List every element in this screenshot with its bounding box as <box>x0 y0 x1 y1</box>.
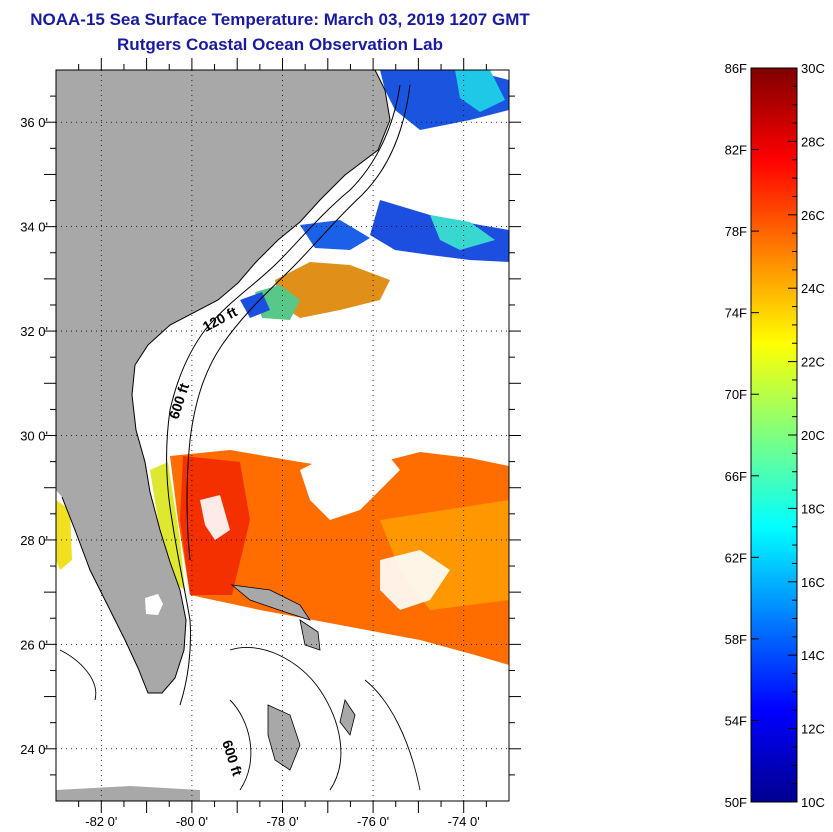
colorbar-label-fahrenheit: 50F <box>725 795 747 810</box>
lat-label: 24 0' <box>20 742 48 757</box>
land-bahamas-eleuthera <box>339 699 356 736</box>
colorbar-ticks <box>751 67 797 803</box>
colorbar-label-celsius: 14C <box>801 648 825 663</box>
sst-swath-south <box>170 450 509 665</box>
colorbar-label-celsius: 18C <box>801 501 825 516</box>
land-bahamas-andros <box>267 704 301 771</box>
colorbar-celsius-labels: 30C 28C 26C 24C 22C 20C 18C 16C 14C 12C 10C <box>801 61 825 810</box>
map-subtitle: Rutgers Coastal Ocean Observation Lab <box>117 35 443 54</box>
contour-600ft <box>186 84 411 561</box>
lake-okeechobee <box>145 594 163 615</box>
colorbar-label-fahrenheit: 54F <box>725 713 747 728</box>
colorbar-fahrenheit-labels: 86F 82F 78F 74F 70F 66F 62F 58F 54F 50F <box>725 61 747 810</box>
sst-mid-patch-cyan <box>430 215 495 250</box>
map-area <box>56 70 509 801</box>
colorbar-label-fahrenheit: 86F <box>725 61 747 76</box>
colorbar-label-fahrenheit: 78F <box>725 224 747 239</box>
contour-120ft <box>165 84 401 706</box>
lon-label: -74 0' <box>448 814 480 829</box>
cloud-mask <box>300 445 400 520</box>
map-ticks <box>44 58 521 813</box>
map-grid <box>56 70 509 801</box>
lat-label: 26 0' <box>20 637 48 652</box>
coastline <box>61 70 391 694</box>
colorbar-label-celsius: 26C <box>801 208 825 223</box>
colorbar-label-celsius: 12C <box>801 722 825 737</box>
colorbar-label-fahrenheit: 58F <box>725 632 747 647</box>
cloud-mask <box>200 495 230 540</box>
lat-label: 28 0' <box>20 533 48 548</box>
colorbar-label-celsius: 10C <box>801 795 825 810</box>
sst-coastal-west <box>56 500 72 570</box>
colorbar-label-fahrenheit: 66F <box>725 469 747 484</box>
colorbar-label-fahrenheit: 62F <box>725 550 747 565</box>
colorbar-label-fahrenheit: 82F <box>725 143 747 158</box>
sst-coastal-green <box>150 462 185 590</box>
land-bahamas-abaco <box>299 619 321 651</box>
lon-label: -82 0' <box>85 814 117 829</box>
colorbar-label-celsius: 24C <box>801 281 825 296</box>
colorbar-label-celsius: 30C <box>801 61 825 76</box>
colorbar-label-fahrenheit: 74F <box>725 306 747 321</box>
land-us-southeast <box>56 70 390 693</box>
map-title: NOAA-15 Sea Surface Temperature: March 0… <box>30 10 530 29</box>
land-bahamas-grand <box>230 584 311 621</box>
sst-shelf-orange <box>275 262 390 318</box>
contour-bahamas <box>59 646 421 791</box>
lat-label: 34 0' <box>20 220 48 235</box>
land-florida-keys <box>56 786 200 801</box>
lon-label: -78 0' <box>266 814 298 829</box>
lon-label: -80 0' <box>176 814 208 829</box>
colorbar-label-celsius: 16C <box>801 575 825 590</box>
colorbar-label-fahrenheit: 70F <box>725 387 747 402</box>
colorbar-label-celsius: 20C <box>801 428 825 443</box>
lon-label: -76 0' <box>357 814 389 829</box>
latitude-labels: 36 0' 34 0' 32 0' 30 0' 28 0' 26 0' 24 0' <box>20 115 48 757</box>
colorbar-label-celsius: 22C <box>801 355 825 370</box>
lat-label: 32 0' <box>20 324 48 339</box>
cloud-mask <box>380 550 450 610</box>
lat-label: 30 0' <box>20 429 48 444</box>
sst-shelf-patch <box>300 220 370 250</box>
colorbar-label-celsius: 28C <box>801 134 825 149</box>
lat-label: 36 0' <box>20 115 48 130</box>
longitude-labels: -82 0' -80 0' -78 0' -76 0' -74 0' <box>85 814 480 829</box>
sst-north-patch-cyan <box>455 70 505 112</box>
